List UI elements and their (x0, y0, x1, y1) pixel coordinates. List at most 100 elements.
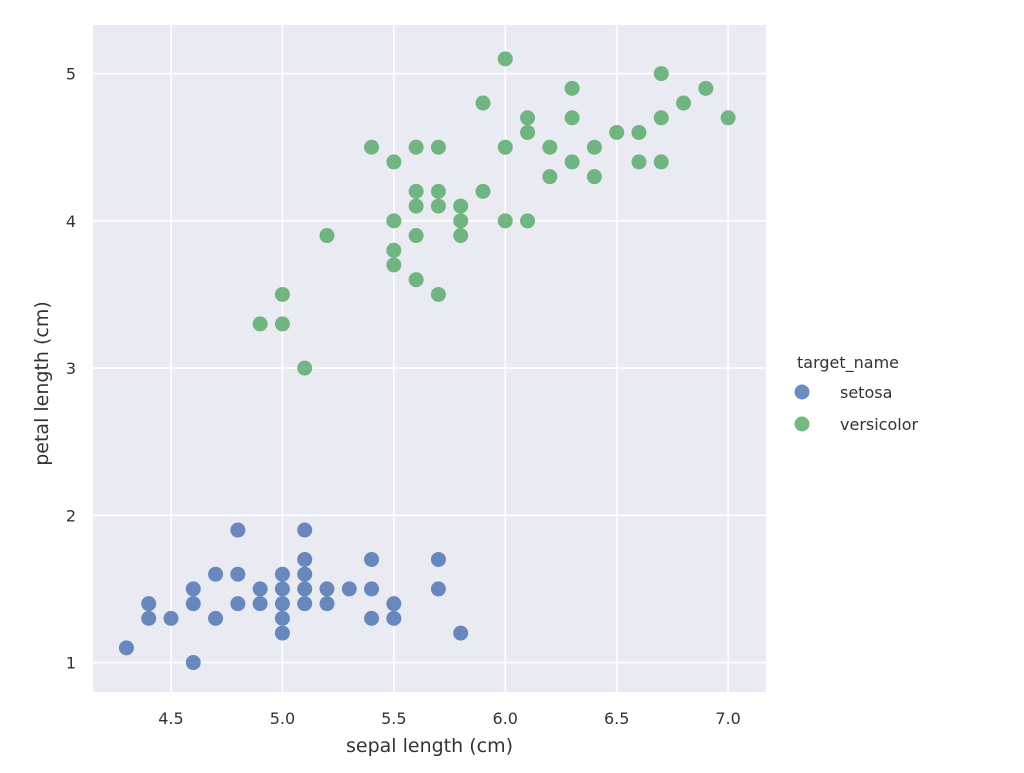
point-setosa (230, 566, 246, 582)
point-versicolor (386, 154, 402, 170)
legend: target_name setosa versicolor (794, 353, 918, 434)
point-setosa (208, 566, 224, 582)
point-versicolor (408, 228, 424, 244)
point-versicolor (430, 286, 446, 302)
y-tick-label: 5 (66, 65, 76, 84)
point-versicolor (408, 183, 424, 199)
point-versicolor (364, 139, 380, 155)
point-setosa (141, 610, 157, 626)
x-tick-label: 6.0 (493, 709, 518, 728)
point-setosa (297, 551, 313, 567)
x-tick-labels: 4.5 5.0 5.5 6.0 6.5 7.0 (158, 709, 741, 728)
point-setosa (297, 596, 313, 612)
y-tick-label: 4 (66, 212, 76, 231)
point-versicolor (274, 286, 290, 302)
legend-label-versicolor: versicolor (840, 415, 918, 434)
point-setosa (185, 596, 201, 612)
point-setosa (274, 566, 290, 582)
point-versicolor (653, 110, 669, 126)
point-versicolor (475, 183, 491, 199)
y-tick-label: 1 (66, 654, 76, 673)
point-versicolor (408, 272, 424, 288)
point-setosa (386, 610, 402, 626)
point-versicolor (542, 169, 558, 185)
point-versicolor (676, 95, 692, 111)
legend-title: target_name (797, 353, 899, 373)
legend-label-setosa: setosa (840, 383, 892, 402)
point-setosa (430, 581, 446, 597)
point-versicolor (430, 198, 446, 214)
point-versicolor (408, 139, 424, 155)
point-versicolor (631, 124, 647, 140)
legend-marker-setosa (794, 384, 810, 400)
point-setosa (274, 596, 290, 612)
point-setosa (386, 596, 402, 612)
point-setosa (274, 581, 290, 597)
point-versicolor (564, 154, 580, 170)
legend-marker-versicolor (794, 416, 810, 432)
point-setosa (185, 655, 201, 671)
point-setosa (364, 581, 380, 597)
point-setosa (297, 581, 313, 597)
point-versicolor (720, 110, 736, 126)
point-versicolor (453, 228, 469, 244)
point-versicolor (408, 198, 424, 214)
point-setosa (252, 581, 268, 597)
point-setosa (319, 596, 335, 612)
point-setosa (341, 581, 357, 597)
point-setosa (364, 551, 380, 567)
y-axis-label: petal length (cm) (31, 301, 53, 466)
point-versicolor (586, 139, 602, 155)
point-versicolor (453, 213, 469, 229)
point-setosa (297, 566, 313, 582)
legend-items: setosa versicolor (794, 383, 918, 434)
point-versicolor (520, 124, 536, 140)
point-versicolor (520, 213, 536, 229)
point-versicolor (475, 95, 491, 111)
point-setosa (118, 640, 134, 656)
point-versicolor (497, 139, 513, 155)
point-versicolor (430, 139, 446, 155)
point-versicolor (252, 316, 268, 332)
x-tick-label: 6.5 (604, 709, 629, 728)
point-versicolor (497, 213, 513, 229)
point-versicolor (586, 169, 602, 185)
plot-background (93, 25, 766, 692)
point-setosa (185, 581, 201, 597)
x-tick-label: 4.5 (158, 709, 183, 728)
point-versicolor (698, 80, 714, 96)
point-setosa (208, 610, 224, 626)
x-tick-label: 7.0 (715, 709, 740, 728)
point-versicolor (631, 154, 647, 170)
point-setosa (297, 522, 313, 538)
point-versicolor (386, 257, 402, 273)
point-versicolor (564, 110, 580, 126)
data-points (118, 51, 736, 671)
x-axis-label: sepal length (cm) (346, 735, 513, 757)
point-versicolor (453, 198, 469, 214)
point-versicolor (297, 360, 313, 376)
point-versicolor (609, 124, 625, 140)
y-tick-label: 3 (66, 359, 76, 378)
point-setosa (163, 610, 179, 626)
point-versicolor (542, 139, 558, 155)
point-setosa (319, 581, 335, 597)
point-versicolor (653, 154, 669, 170)
x-tick-label: 5.5 (381, 709, 406, 728)
x-tick-label: 5.0 (270, 709, 295, 728)
point-setosa (141, 596, 157, 612)
point-versicolor (520, 110, 536, 126)
point-versicolor (274, 316, 290, 332)
point-versicolor (386, 213, 402, 229)
point-setosa (252, 596, 268, 612)
point-versicolor (386, 242, 402, 258)
point-setosa (364, 610, 380, 626)
point-setosa (274, 625, 290, 641)
point-versicolor (564, 80, 580, 96)
point-setosa (274, 610, 290, 626)
point-versicolor (653, 66, 669, 82)
y-tick-label: 2 (66, 506, 76, 525)
point-setosa (430, 551, 446, 567)
